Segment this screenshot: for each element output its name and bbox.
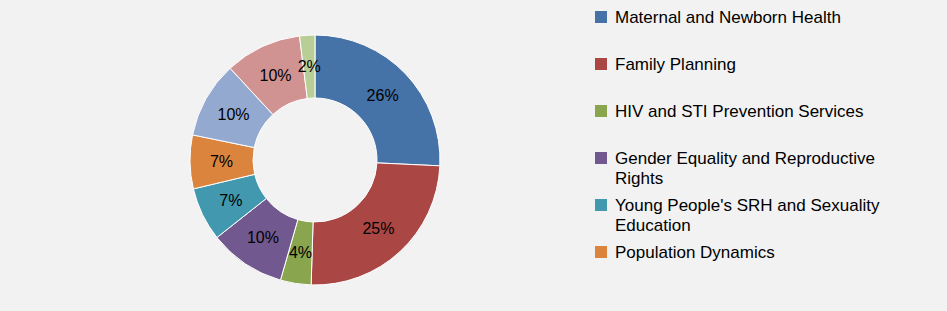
background bbox=[0, 0, 947, 311]
data-label: 10% bbox=[218, 106, 250, 123]
legend-label: HIV and STI Prevention Services bbox=[615, 102, 864, 121]
legend-swatch bbox=[595, 58, 607, 70]
slice bbox=[315, 35, 440, 166]
data-label: 7% bbox=[210, 153, 233, 170]
data-label: 4% bbox=[289, 244, 312, 261]
data-label: 10% bbox=[260, 67, 292, 84]
legend-label-line: Family Planning bbox=[615, 55, 736, 74]
legend-label: Maternal and Newborn Health bbox=[615, 8, 841, 27]
legend-label-line: Young People's SRH and Sexuality bbox=[615, 196, 880, 215]
legend-label-line: Maternal and Newborn Health bbox=[615, 8, 841, 27]
chart: 26% 25% 4% 10% 7% 7% 10% 10% 2% Maternal and Newb… bbox=[0, 0, 947, 311]
data-label: 25% bbox=[362, 220, 394, 237]
legend-swatch bbox=[595, 11, 607, 23]
data-label: 2% bbox=[298, 58, 321, 75]
slice bbox=[230, 36, 307, 115]
legend-label-line: HIV and STI Prevention Services bbox=[615, 102, 864, 121]
legend-label-line: Education bbox=[615, 216, 691, 235]
data-labels: 26% 25% 4% 10% 7% 7% 10% 10% 2% bbox=[210, 58, 399, 261]
data-label: 10% bbox=[247, 229, 279, 246]
legend: Maternal and Newborn Health Family Planni… bbox=[595, 8, 880, 262]
data-label: 7% bbox=[219, 192, 242, 209]
legend-swatch bbox=[595, 105, 607, 117]
slices bbox=[190, 35, 440, 285]
data-label: 26% bbox=[367, 87, 399, 104]
legend-label-line: Rights bbox=[615, 169, 663, 188]
legend-label: Gender Equality and ReproductiveRights bbox=[615, 149, 875, 188]
legend-label: Population Dynamics bbox=[615, 243, 775, 262]
legend-swatch bbox=[595, 199, 607, 211]
legend-swatch bbox=[595, 246, 607, 258]
slice bbox=[311, 163, 440, 285]
legend-swatch bbox=[595, 152, 607, 164]
legend-label: Young People's SRH and SexualityEducatio… bbox=[615, 196, 880, 235]
legend-label: Family Planning bbox=[615, 55, 736, 74]
legend-label-line: Gender Equality and Reproductive bbox=[615, 149, 875, 168]
legend-label-line: Population Dynamics bbox=[615, 243, 775, 262]
